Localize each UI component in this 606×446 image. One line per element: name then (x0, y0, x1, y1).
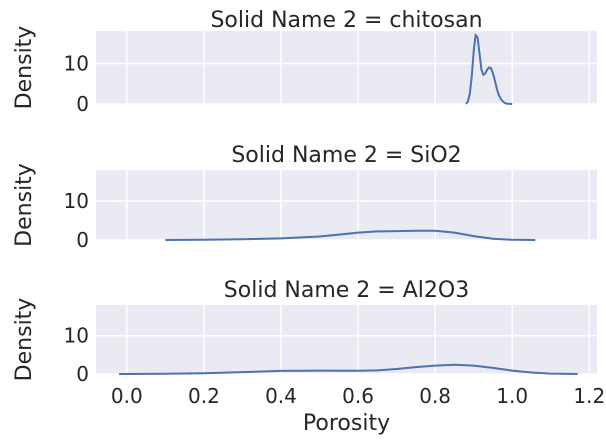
facet-panel: 0 10 Solid Name 2 = chitosan Density (12, 8, 597, 116)
x-tick-label: 1.0 (496, 384, 528, 408)
y-tick-label: 10 (64, 51, 89, 75)
plot-area (96, 305, 597, 374)
y-tick-label: 10 (64, 189, 89, 213)
plot-area (96, 170, 597, 240)
y-axis-label: Density (12, 163, 37, 247)
x-tick-label: 0.4 (265, 384, 297, 408)
y-tick-label: 0 (76, 362, 89, 386)
facet-panel: 0 10 Solid Name 2 = Al2O3 Density 0.0 0.2 0.4 0… (12, 278, 605, 436)
y-axis-label: Density (12, 26, 37, 110)
kde-curve (165, 229, 536, 241)
panel-title: Solid Name 2 = chitosan (210, 8, 482, 33)
x-axis-label: Porosity (303, 411, 390, 436)
panel-title: Solid Name 2 = Al2O3 (224, 278, 469, 303)
y-tick-label: 10 (64, 324, 89, 348)
facet-panel: 0 10 Solid Name 2 = SiO2 Density (12, 143, 597, 252)
kde-curve (465, 32, 513, 105)
x-tick-label: 0.0 (111, 384, 143, 408)
x-tick-label: 1.2 (573, 384, 605, 408)
panel-title: Solid Name 2 = SiO2 (231, 143, 461, 168)
y-axis-label: Density (12, 298, 37, 382)
kde-curve (119, 363, 578, 375)
y-tick-label: 0 (76, 92, 89, 116)
x-tick-label: 0.6 (342, 384, 374, 408)
plot-area (96, 31, 597, 104)
x-tick-label: 0.8 (419, 384, 451, 408)
x-tick-label: 0.2 (188, 384, 220, 408)
y-tick-label: 0 (76, 228, 89, 252)
